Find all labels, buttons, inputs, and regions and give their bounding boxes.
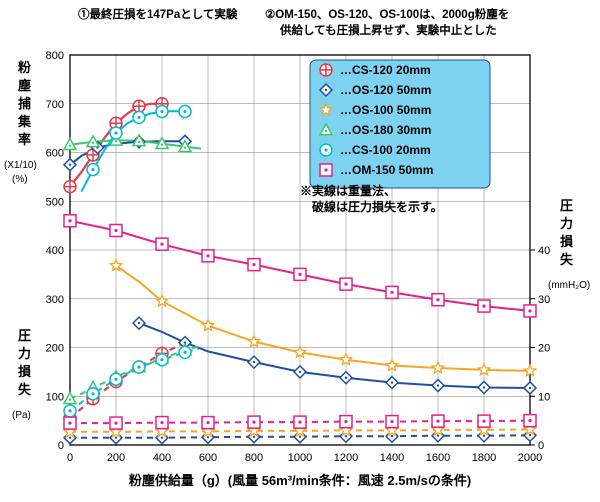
ytick: 200: [46, 343, 64, 355]
xtick: 800: [245, 452, 263, 464]
ytick: 500: [46, 196, 64, 208]
plot-note: ※実線は重量法、: [300, 183, 396, 198]
yright-label: 失: [560, 252, 574, 267]
xtick: 1000: [288, 452, 312, 464]
ytick: 0: [58, 440, 64, 452]
yright-label: 圧: [560, 198, 573, 213]
ytick: 100: [46, 391, 64, 403]
xtick: 1200: [334, 452, 358, 464]
ytick: 700: [46, 99, 64, 111]
xtick: 600: [199, 452, 217, 464]
yleft2-label: 失: [18, 382, 32, 397]
ytick: 600: [46, 148, 64, 160]
yleft-sub: (X1/10): [4, 160, 37, 171]
yrtick: 0: [538, 440, 544, 452]
yleft2-label: 圧: [18, 328, 31, 343]
yrtick: 10: [538, 391, 550, 403]
top-note-1: ①最終圧損を147Paとして実験: [78, 7, 238, 21]
yleft-label: 粉: [18, 60, 31, 75]
yrtick: 20: [538, 343, 550, 355]
xtick: 1400: [380, 452, 404, 464]
yleft-label: 捕: [18, 96, 31, 111]
legend-label-os120: …OS-120 50mm: [340, 83, 431, 97]
yleft-sub2: (%): [12, 174, 28, 185]
yleft-label: 率: [18, 132, 31, 147]
legend-label-om150: …OM-150 50mm: [340, 163, 433, 177]
xtick: 1600: [426, 452, 450, 464]
chart-container: ①最終圧損を147Paとして実験 ②OM-150、OS-120、OS-100は、2…: [0, 0, 600, 502]
chart-svg: ①最終圧損を147Paとして実験 ②OM-150、OS-120、OS-100は、2…: [0, 0, 600, 502]
legend-label-cs100: …CS-100 20mm: [340, 143, 431, 157]
yleft-label: 塵: [18, 78, 31, 93]
yright-sub: (mmH₂O): [548, 280, 590, 291]
ytick: 800: [46, 50, 64, 62]
top-note-2a: ②OM-150、OS-120、OS-100は、2000g粉塵を: [265, 7, 509, 21]
ytick: 400: [46, 245, 64, 257]
plot-note: 破線は圧力損失を示す。: [300, 199, 443, 214]
yleft2-label: 力: [18, 346, 31, 361]
yright-label: 損: [560, 234, 574, 249]
yleft2-sub: (Pa): [12, 410, 31, 421]
legend-label-cs120: …CS-120 20mm: [340, 63, 431, 77]
xtick: 2000: [518, 452, 542, 464]
ytick: 300: [46, 294, 64, 306]
x-axis-label: 粉塵供給量（g）(風量 56m³/min条件：風速 2.5m/sの条件): [129, 473, 471, 488]
top-note-2b: 供給しても圧損上昇せず、実験中止とした: [279, 23, 497, 37]
legend-label-os100: …OS-100 50mm: [340, 103, 431, 117]
xtick: 200: [107, 452, 125, 464]
yright-label: 力: [560, 216, 573, 231]
yleft2-label: 損: [18, 364, 32, 379]
yrtick: 30: [538, 294, 550, 306]
xtick: 1800: [472, 452, 496, 464]
yleft-label: 集: [17, 114, 32, 129]
yrtick: 40: [538, 245, 550, 257]
xtick: 400: [153, 452, 171, 464]
xtick: 0: [67, 452, 73, 464]
legend-label-os180: …OS-180 30mm: [340, 123, 431, 137]
